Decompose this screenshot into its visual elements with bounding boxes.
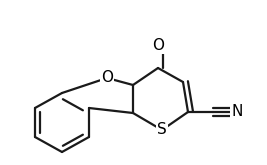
Text: O: O [101,70,113,85]
Text: N: N [231,104,243,119]
Text: S: S [157,122,167,137]
Text: O: O [152,37,164,52]
